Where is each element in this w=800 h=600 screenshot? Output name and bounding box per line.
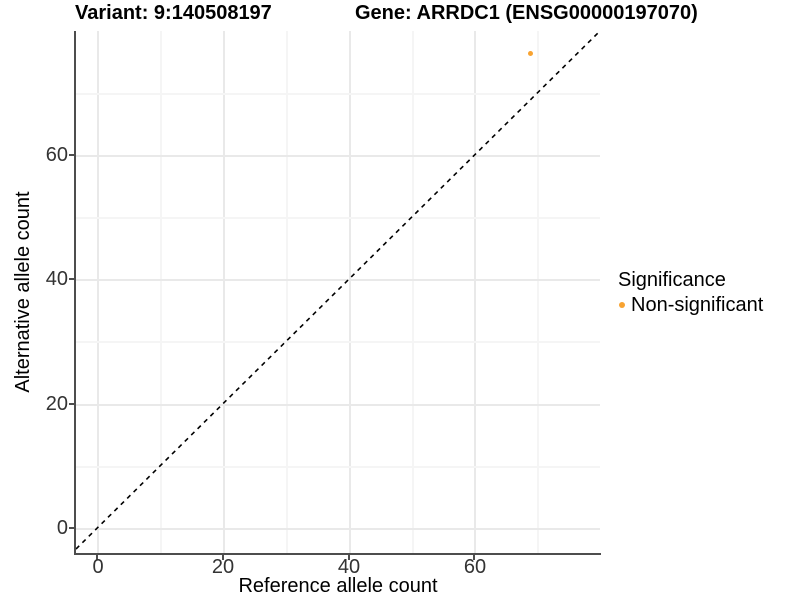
gridline	[160, 31, 162, 554]
x-axis-title: Reference allele count	[238, 575, 438, 597]
y-tick-label: 0	[56, 517, 68, 539]
gridline	[76, 217, 600, 219]
gridline	[474, 31, 476, 554]
legend-item-non-significant: Non-significant	[615, 294, 763, 316]
y-tick-label: 40	[45, 268, 68, 290]
y-axis-line	[74, 31, 76, 555]
gridline	[412, 31, 414, 554]
y-tick	[69, 403, 74, 405]
x-tick	[96, 555, 98, 560]
gene-title: Gene: ARRDC1 (ENSG00000197070)	[355, 2, 698, 24]
x-tick-label: 40	[337, 556, 361, 578]
y-tick-label: 60	[45, 144, 68, 166]
x-tick	[348, 555, 350, 560]
gridline	[76, 404, 600, 406]
gridline	[349, 31, 351, 554]
gridline	[76, 155, 600, 157]
gridline	[76, 466, 600, 468]
x-tick-label: 60	[463, 556, 487, 578]
gridline	[223, 31, 225, 554]
gridline	[76, 279, 600, 281]
legend-title: Significance	[618, 269, 726, 291]
gridline	[286, 31, 288, 554]
x-tick-label: 0	[92, 556, 104, 578]
gridline	[76, 341, 600, 343]
x-tick-label: 20	[211, 556, 235, 578]
gridline	[97, 31, 99, 554]
y-tick	[69, 278, 74, 280]
gridline	[76, 528, 600, 530]
legend-item-label: Non-significant	[631, 294, 764, 316]
plot-panel	[76, 31, 600, 554]
y-tick-label: 20	[45, 393, 68, 415]
x-tick	[473, 555, 475, 560]
x-tick	[222, 555, 224, 560]
identity-line	[76, 31, 600, 550]
x-axis-line	[74, 553, 601, 555]
y-tick	[69, 527, 74, 529]
legend: Significance Non-significant	[615, 269, 763, 316]
y-axis-title: Alternative allele count	[12, 191, 34, 393]
gridline	[537, 31, 539, 554]
scatter-point-non-significant	[528, 51, 533, 56]
legend-dot-icon	[619, 302, 625, 308]
variant-title: Variant: 9:140508197	[75, 2, 272, 24]
gridline	[76, 93, 600, 95]
y-tick	[69, 154, 74, 156]
